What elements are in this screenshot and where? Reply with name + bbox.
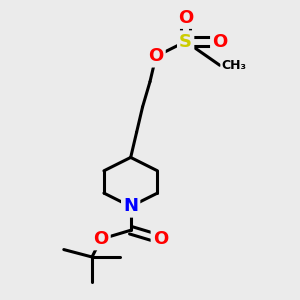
Text: S: S (179, 32, 192, 50)
Text: O: O (153, 230, 168, 248)
Text: O: O (212, 32, 227, 50)
Text: O: O (148, 47, 164, 65)
Text: CH₃: CH₃ (221, 59, 246, 72)
Text: O: O (93, 230, 109, 248)
Text: N: N (123, 197, 138, 215)
Text: O: O (178, 9, 193, 27)
